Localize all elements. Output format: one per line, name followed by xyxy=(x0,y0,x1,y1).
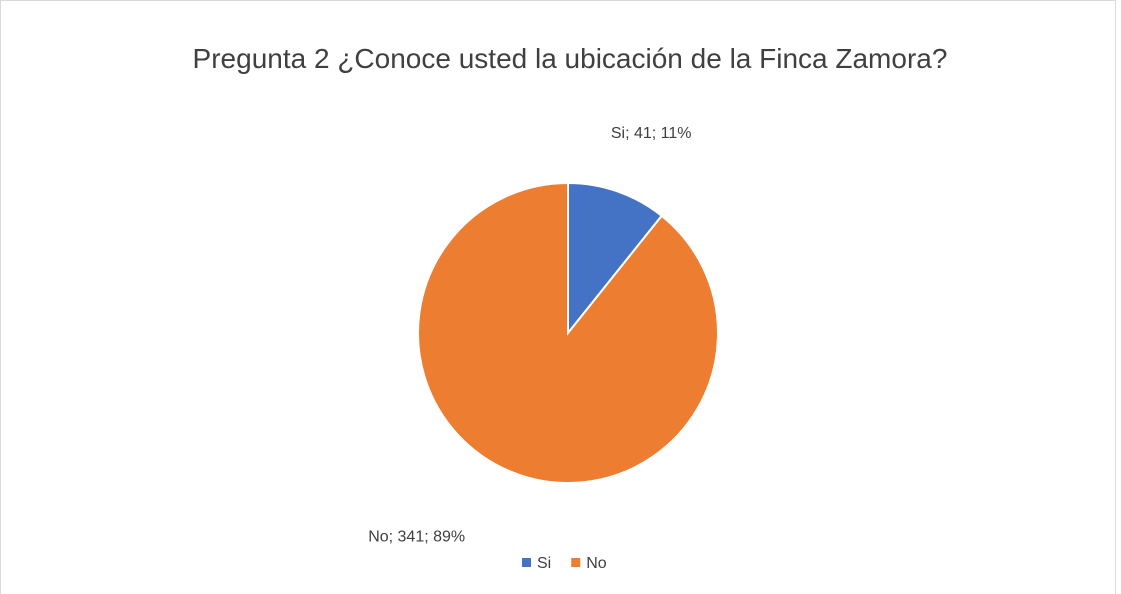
pie-slice xyxy=(567,181,664,336)
legend-swatch xyxy=(571,558,581,567)
pie-slice xyxy=(417,181,719,484)
chart-title: Pregunta 2 ¿Conoce usted la ubicación de… xyxy=(192,43,948,74)
data-label: Si; 41; 11% xyxy=(611,125,692,142)
legend-swatch xyxy=(522,558,531,567)
legend-label: No xyxy=(586,555,607,572)
legend-label: Si xyxy=(537,555,551,572)
data-label: No; 341; 89% xyxy=(368,529,465,546)
